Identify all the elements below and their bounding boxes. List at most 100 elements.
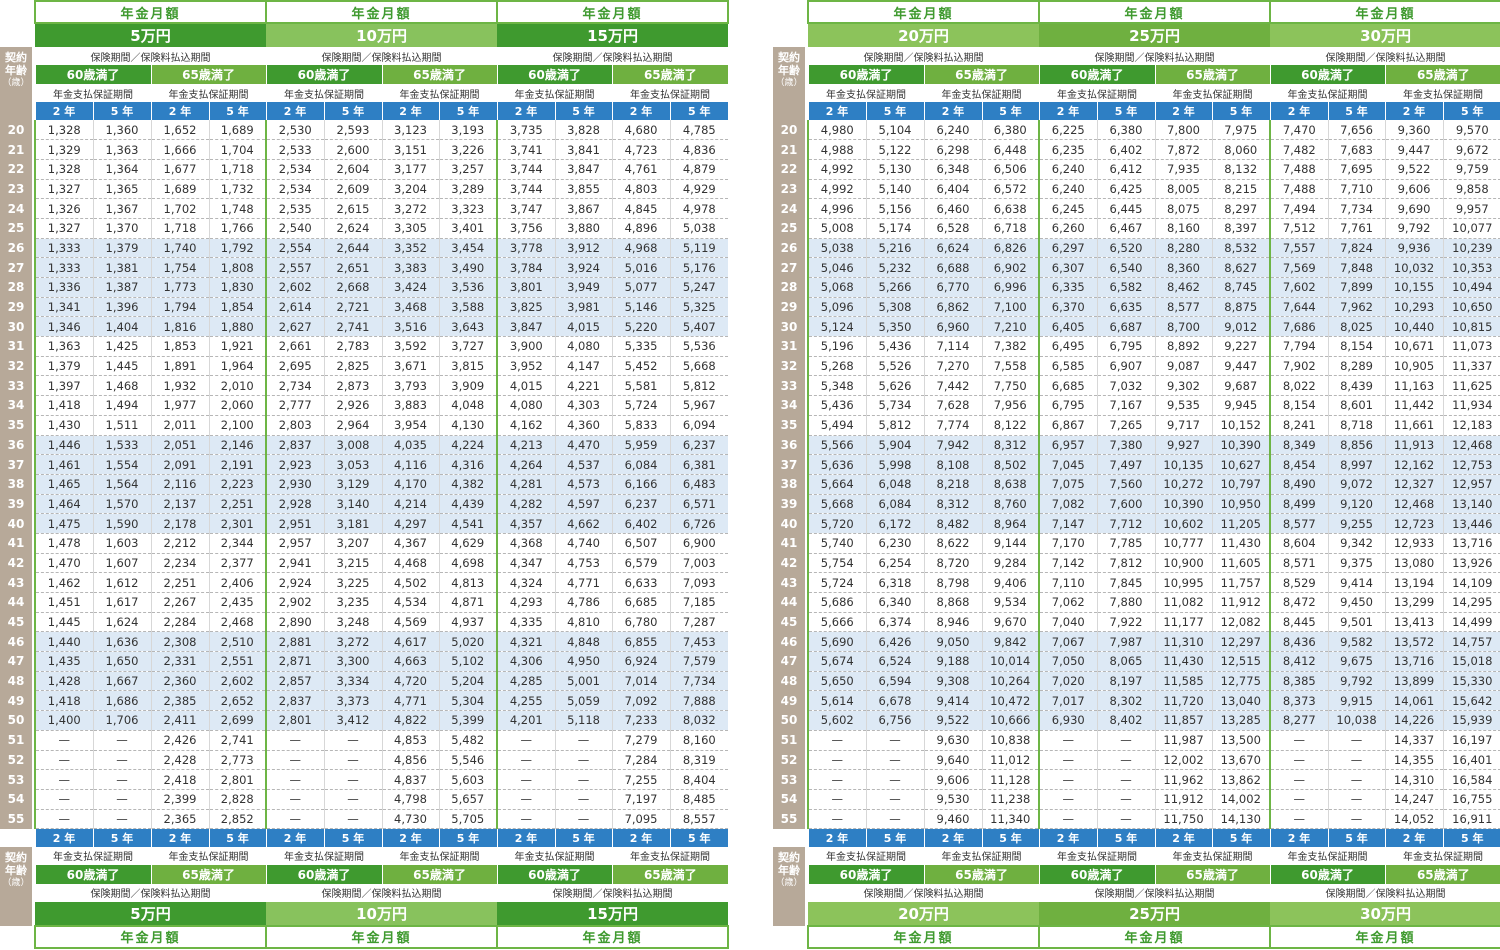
value-cell: 3,778 — [496, 238, 556, 259]
table-row: 41 5,740 6,230 8,622 9,144 7,170 7,785 10,777 11… — [773, 533, 1500, 554]
value-cell: — — [34, 769, 93, 790]
value-cell: 6,900 — [669, 533, 729, 554]
value-cell: 6,635 — [1096, 297, 1156, 318]
contract-age-unit: （歳） — [775, 78, 803, 88]
value-cell: 2,418 — [150, 769, 209, 790]
value-cell: 10,815 — [1442, 316, 1500, 338]
annuity-table-5-10-15: 年金月額 年金月額 年金月額 5万円 10万円 15万円 契約 年齢 （歳） 保険期間／保険料払込… — [0, 0, 730, 949]
age-cell: 32 — [773, 356, 805, 376]
value-cell: 4,470 — [554, 435, 613, 456]
value-cell: 6,445 — [1096, 198, 1156, 219]
value-cell: 3,592 — [381, 336, 440, 357]
age65-label: 65歳満了 — [611, 65, 729, 84]
value-cell: 2,301 — [208, 513, 267, 534]
value-cell: 11,310 — [1154, 631, 1213, 653]
value-cell: 3,383 — [381, 257, 440, 278]
value-cell: 9,915 — [1327, 690, 1386, 712]
value-cell: 11,962 — [1154, 769, 1213, 790]
age60-label: 60歳満了 — [807, 65, 924, 84]
value-cell: 4,293 — [496, 592, 556, 613]
value-cell: 3,235 — [323, 592, 383, 613]
table-row: 45 1,445 1,624 2,284 2,468 2,890 3,248 4,569 4,9… — [0, 612, 729, 633]
value-cell: — — [496, 769, 556, 790]
value-cell: 1,327 — [34, 218, 93, 239]
age-cell: 52 — [773, 750, 805, 770]
value-cell: — — [1269, 809, 1329, 830]
value-cell: 1,564 — [92, 474, 151, 495]
value-cell: 2,051 — [150, 435, 209, 456]
value-cell: 5,668 — [807, 494, 866, 515]
value-cell: 8,132 — [1211, 159, 1271, 180]
value-cell: 10,777 — [1154, 533, 1213, 554]
payment-guarantee-label: 年金支払保証期間 — [35, 846, 151, 865]
value-cell: 8,360 — [1154, 257, 1213, 278]
age-cell: 44 — [0, 592, 32, 613]
value-cell: 7,569 — [1269, 257, 1329, 278]
value-cell: 4,813 — [438, 572, 498, 593]
value-cell: 2,602 — [208, 671, 267, 692]
value-cell: 5,068 — [807, 277, 866, 298]
table-row: 34 1,418 1,494 1,977 2,060 2,777 2,926 3,883 4,0… — [0, 395, 729, 416]
table-row: 30 1,346 1,404 1,816 1,880 2,627 2,741 3,516 3,6… — [0, 316, 729, 338]
value-cell: 8,075 — [1154, 198, 1213, 219]
table-row: 35 1,430 1,511 2,011 2,100 2,803 2,964 3,954 4,1… — [0, 415, 729, 436]
value-cell: — — [865, 789, 924, 810]
annuity-table-right-panel: 年金月額 年金月額 年金月額 20万円 25万円 30万円 契約 年齢 （歳） 保険期間／保険料払… — [773, 0, 1500, 949]
value-cell: 1,363 — [92, 139, 151, 160]
column-gap — [32, 297, 35, 317]
value-cell: 4,992 — [807, 179, 866, 200]
value-cell: 3,323 — [438, 198, 498, 219]
value-cell: 6,594 — [865, 671, 924, 692]
value-cell: 7,785 — [1096, 533, 1156, 554]
value-cell: 8,154 — [1269, 395, 1329, 416]
age-cell: 48 — [0, 671, 32, 691]
value-cell: 10,440 — [1384, 316, 1444, 338]
value-cell: 7,040 — [1038, 612, 1098, 633]
year-5-label: 5 年 — [1211, 828, 1271, 847]
value-cell: 9,447 — [1384, 139, 1444, 160]
header-spacer — [0, 23, 35, 47]
value-cell: 9,570 — [1442, 120, 1500, 141]
value-cell: 2,668 — [323, 277, 383, 298]
value-cell: 2,060 — [208, 395, 267, 416]
payment-guarantee-label: 年金支払保証期間 — [151, 846, 267, 865]
value-cell: 3,468 — [381, 297, 440, 318]
value-cell: — — [496, 789, 556, 810]
column-gap — [32, 395, 35, 416]
value-cell: 13,862 — [1211, 769, 1271, 790]
column-gap — [805, 533, 808, 554]
value-cell: 2,873 — [323, 375, 383, 397]
value-cell: 9,945 — [1211, 395, 1271, 416]
value-cell: 1,430 — [34, 415, 93, 436]
value-cell: 11,073 — [1442, 336, 1500, 357]
value-cell: 1,327 — [34, 179, 93, 200]
value-cell: 3,207 — [323, 533, 383, 554]
age-cell: 44 — [773, 592, 805, 613]
year-5-label: 5 年 — [1211, 102, 1271, 120]
value-cell: — — [496, 750, 556, 771]
column-gap — [805, 612, 808, 632]
age-cell: 31 — [0, 336, 32, 357]
value-cell: 13,572 — [1384, 631, 1444, 653]
value-cell: — — [554, 789, 613, 810]
value-cell: 11,913 — [1384, 435, 1444, 456]
value-cell: 3,744 — [496, 179, 556, 200]
value-cell: 8,485 — [669, 789, 729, 810]
value-cell: 8,577 — [1154, 297, 1213, 318]
value-cell: 1,754 — [150, 257, 209, 278]
value-cell: 8,289 — [1327, 356, 1386, 377]
age-cell: 38 — [773, 474, 805, 495]
value-cell: 1,445 — [92, 356, 151, 377]
value-cell: 6,240 — [1038, 179, 1098, 200]
contract-age-label-2: 年齢 — [5, 863, 27, 877]
period-label: 保険期間／保険料払込期間 — [1270, 883, 1500, 902]
value-cell: 2,146 — [208, 435, 267, 456]
column-gap — [32, 415, 35, 435]
value-cell: 7,382 — [981, 336, 1040, 357]
value-cell: 11,205 — [1211, 513, 1271, 534]
value-cell: 9,120 — [1327, 494, 1386, 515]
value-cell: 2,661 — [265, 336, 325, 357]
footer-spacer — [0, 828, 35, 847]
value-cell: 13,285 — [1211, 710, 1271, 731]
year-5-label: 5 年 — [865, 828, 924, 847]
